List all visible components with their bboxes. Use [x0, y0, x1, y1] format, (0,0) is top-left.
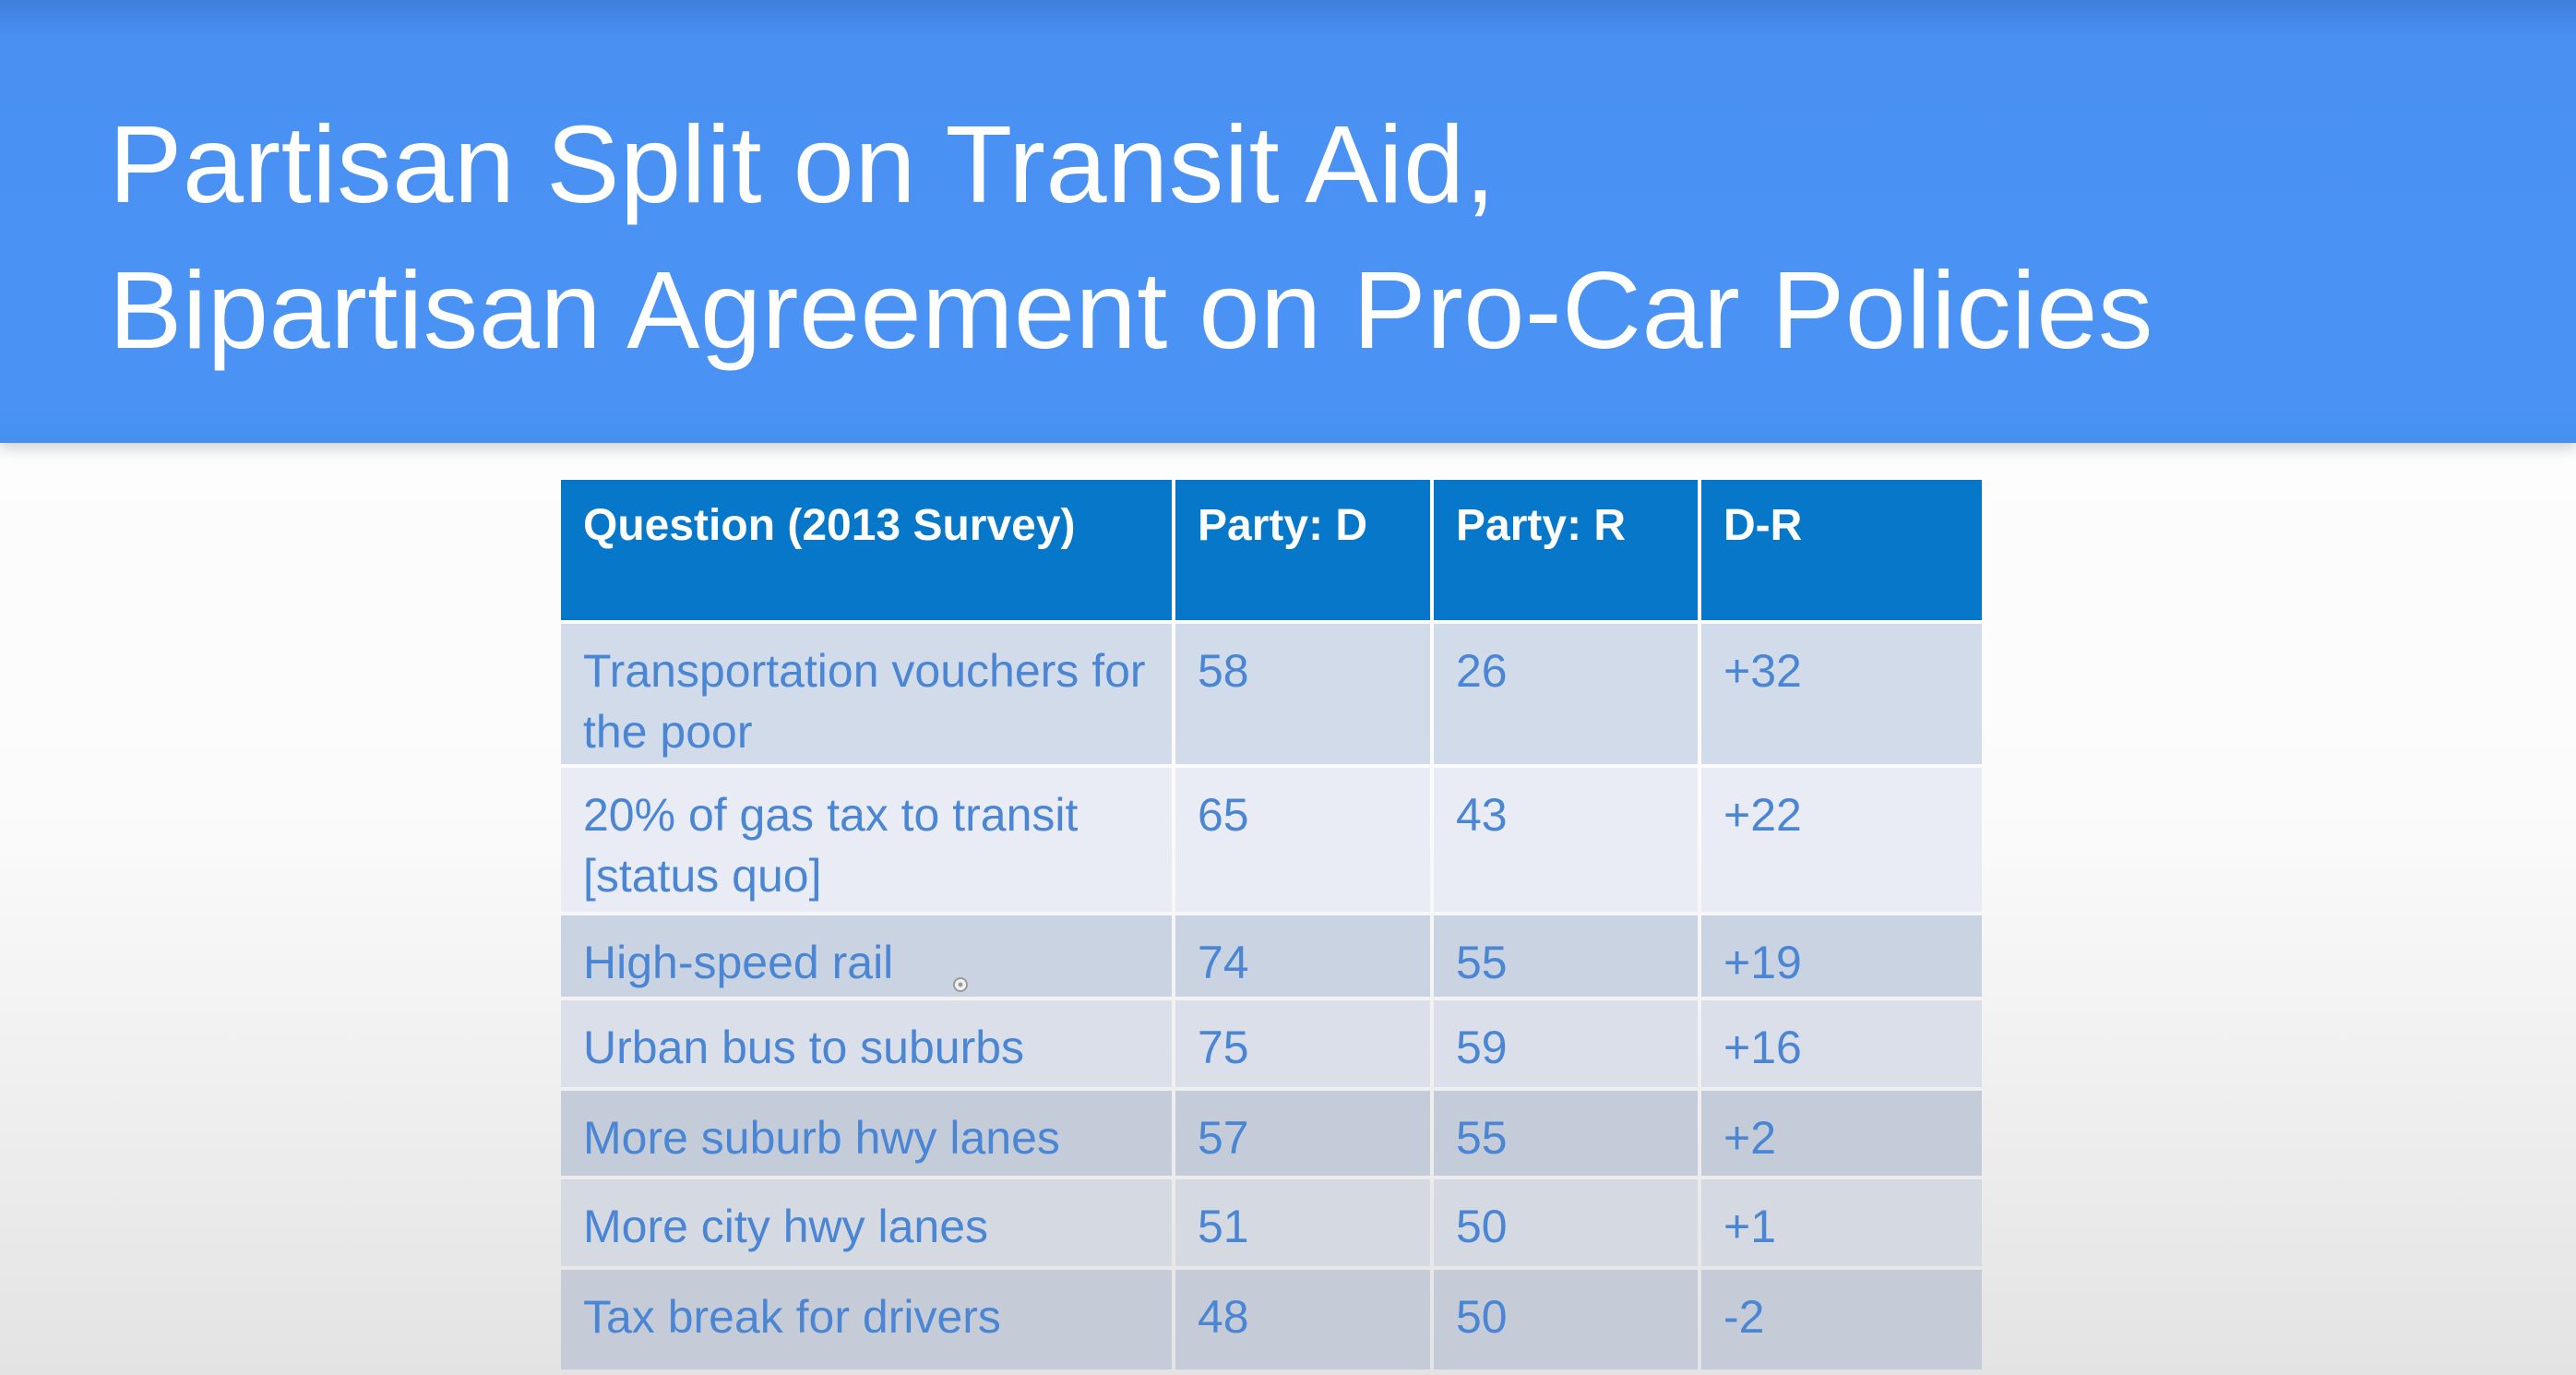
cell-d-minus-r: -2 — [1701, 1270, 1982, 1369]
cell-party-r: 59 — [1434, 1000, 1698, 1087]
table-row: High-speed rail 74 55 +19 — [561, 915, 1982, 997]
cell-party-d: 57 — [1175, 1091, 1430, 1176]
header-question: Question (2013 Survey) — [561, 480, 1172, 620]
table-row: Tax break for drivers 48 50 -2 — [561, 1270, 1982, 1369]
cell-d-minus-r: +32 — [1701, 624, 1982, 764]
table-header-row: Question (2013 Survey) Party: D Party: R… — [561, 480, 1982, 620]
cell-d-minus-r: +16 — [1701, 1000, 1982, 1087]
cell-party-d: 65 — [1175, 768, 1430, 912]
cell-d-minus-r: +19 — [1701, 915, 1982, 997]
table-row: Transportation vouchers for the poor 58 … — [561, 624, 1982, 764]
cell-question: Urban bus to suburbs — [561, 1000, 1172, 1087]
cell-party-d: 48 — [1175, 1270, 1430, 1369]
cell-party-r: 50 — [1434, 1179, 1698, 1266]
survey-table-container: Question (2013 Survey) Party: D Party: R… — [561, 480, 1982, 1375]
cell-question: 20% of gas tax to transit [status quo] — [561, 768, 1172, 912]
header-party-r: Party: R — [1434, 480, 1698, 620]
cell-party-r: 26 — [1434, 624, 1698, 764]
survey-table: Question (2013 Survey) Party: D Party: R… — [561, 480, 1982, 1373]
cell-question: Transportation vouchers for the poor — [561, 624, 1172, 764]
cell-party-r: 55 — [1434, 1091, 1698, 1176]
cell-party-d: 58 — [1175, 624, 1430, 764]
table-row: More city hwy lanes 51 50 +1 — [561, 1179, 1982, 1266]
cell-d-minus-r: +1 — [1701, 1179, 1982, 1266]
cell-question: More suburb hwy lanes — [561, 1091, 1172, 1176]
table-row: 20% of gas tax to transit [status quo] 6… — [561, 768, 1982, 912]
mouse-cursor-icon — [953, 977, 968, 992]
cell-party-r: 43 — [1434, 768, 1698, 912]
cell-party-d: 75 — [1175, 1000, 1430, 1087]
header-party-d: Party: D — [1175, 480, 1430, 620]
cell-question: Tax break for drivers — [561, 1270, 1172, 1369]
cell-party-r: 55 — [1434, 915, 1698, 997]
slide-title-line-2: Bipartisan Agreement on Pro-Car Policies — [109, 249, 2153, 372]
header-d-minus-r: D-R — [1701, 480, 1982, 620]
cell-d-minus-r: +22 — [1701, 768, 1982, 912]
title-banner: Partisan Split on Transit Aid, Bipartisa… — [0, 0, 2576, 443]
slide-title: Partisan Split on Transit Aid, Bipartisa… — [109, 92, 2508, 384]
cell-question: High-speed rail — [561, 915, 1172, 997]
cell-party-d: 51 — [1175, 1179, 1430, 1266]
cell-party-r: 50 — [1434, 1270, 1698, 1369]
table-row: More suburb hwy lanes 57 55 +2 — [561, 1091, 1982, 1176]
slide-title-line-1: Partisan Split on Transit Aid, — [109, 103, 1497, 226]
cell-question: More city hwy lanes — [561, 1179, 1172, 1266]
table-row: Urban bus to suburbs 75 59 +16 — [561, 1000, 1982, 1087]
cell-d-minus-r: +2 — [1701, 1091, 1982, 1176]
cell-party-d: 74 — [1175, 915, 1430, 997]
